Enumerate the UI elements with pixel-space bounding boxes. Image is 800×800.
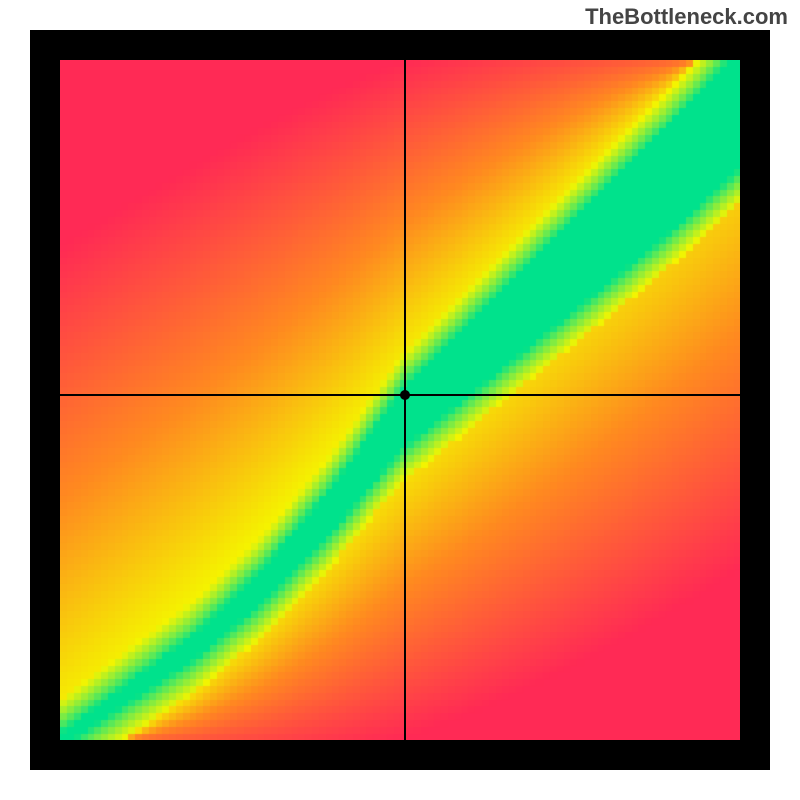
root-container: TheBottleneck.com [0, 0, 800, 800]
heatmap-canvas [60, 60, 740, 740]
watermark-text: TheBottleneck.com [585, 4, 788, 30]
chart-outer-border [30, 30, 770, 770]
crosshair-marker-dot [400, 390, 410, 400]
crosshair-vertical [404, 60, 406, 740]
